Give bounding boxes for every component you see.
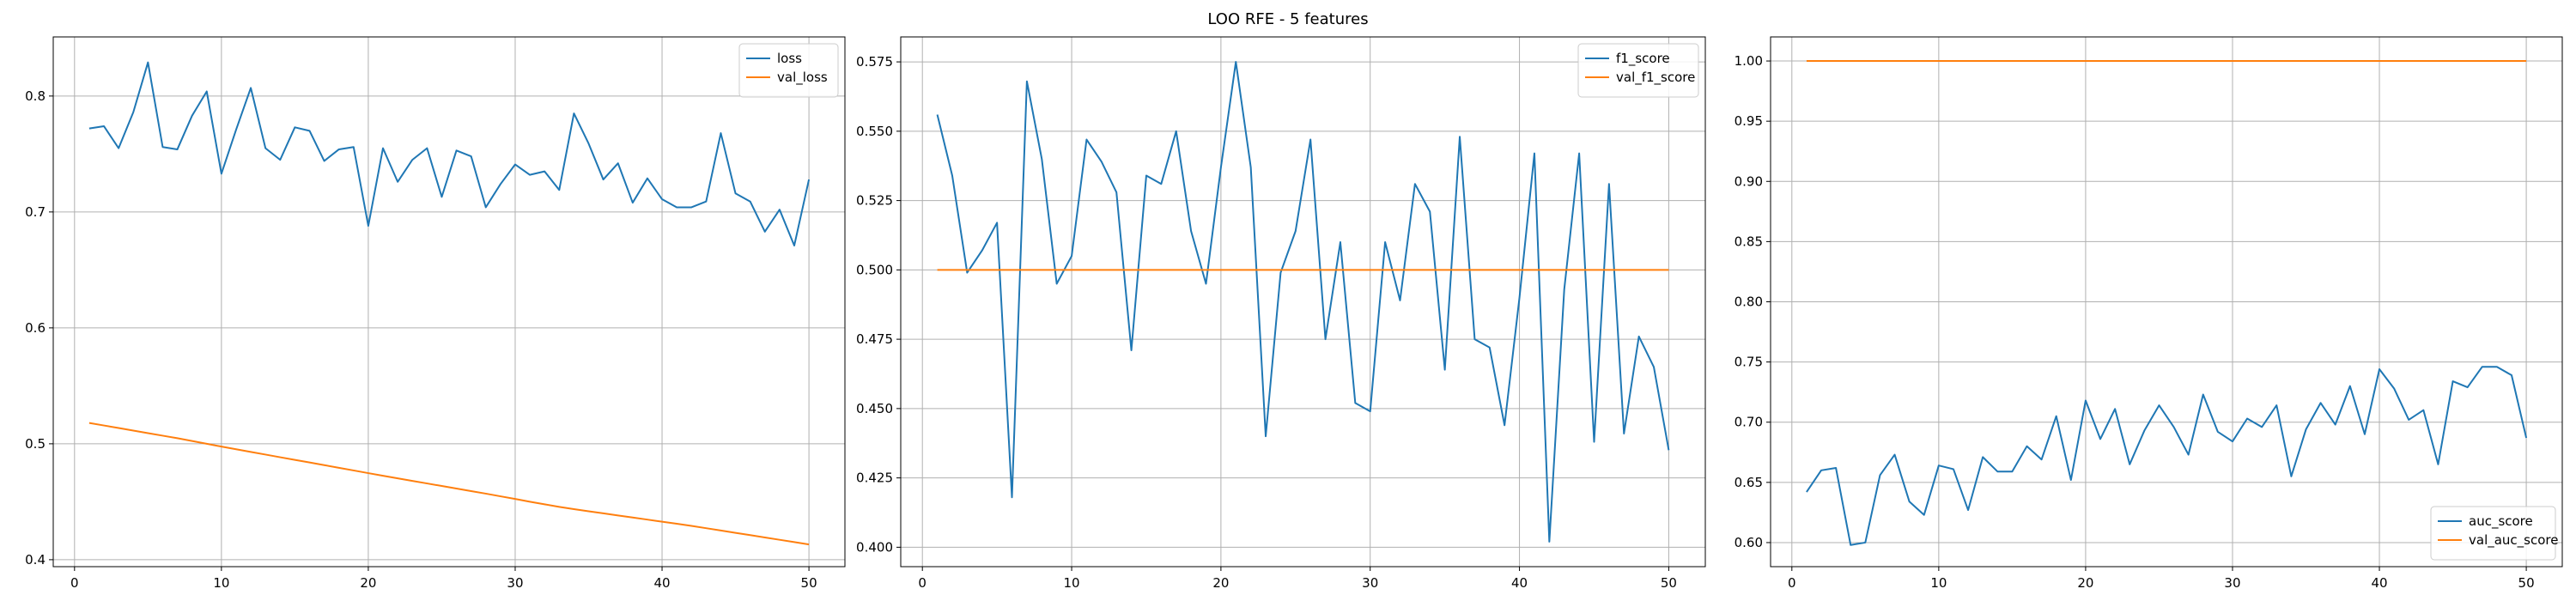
y-tick-label: 0.5 [25, 436, 46, 452]
y-tick-label: 0.400 [856, 539, 893, 555]
legend-label: val_loss [777, 70, 828, 86]
x-tick-label: 30 [507, 575, 523, 591]
legend-label: f1_score [1616, 51, 1670, 67]
series-line-val-loss [88, 422, 810, 546]
legend: auc_score val_auc_score [2430, 506, 2559, 561]
x-tick-label: 40 [2371, 575, 2387, 591]
legend: f1_score val_f1_score [1577, 43, 1699, 98]
y-tick-label: 0.575 [856, 54, 893, 70]
x-tick-label: 50 [2518, 575, 2535, 591]
legend-box [1577, 43, 1699, 98]
x-tick-label: 20 [360, 575, 376, 591]
y-tick-label: 0.95 [1735, 113, 1763, 129]
legend-box [738, 43, 839, 98]
y-tick-label: 0.475 [856, 331, 893, 347]
legend: loss val_loss [738, 43, 839, 98]
x-tick-label: 30 [1362, 575, 1378, 591]
x-tick-label: 40 [653, 575, 670, 591]
y-tick-label: 0.500 [856, 262, 893, 277]
y-tick-label: 0.80 [1735, 294, 1763, 310]
y-tick-label: 0.550 [856, 124, 893, 139]
y-tick-label: 1.00 [1735, 53, 1763, 69]
legend-label: loss [777, 51, 802, 66]
legend-label: val_auc_score [2469, 532, 2559, 549]
y-tick-label: 0.7 [25, 204, 46, 220]
legend-box [2430, 506, 2556, 561]
x-tick-label: 0 [70, 575, 79, 591]
x-tick-label: 50 [1661, 575, 1677, 591]
y-tick-label: 0.60 [1735, 535, 1763, 550]
subplot-2: 0 10 20 30 40 50 0.400 0.425 0.450 0.475 0.500 0.52… [856, 36, 1706, 591]
x-tick-label: 10 [213, 575, 229, 591]
x-tick-label: 40 [1511, 575, 1528, 591]
x-tick-label: 20 [2077, 575, 2093, 591]
y-tick-label: 0.425 [856, 470, 893, 486]
legend-label: val_f1_score [1616, 70, 1695, 86]
axes-frame [900, 36, 1706, 568]
series-line-auc-score [1806, 366, 2528, 546]
y-tick-label: 0.70 [1735, 415, 1763, 430]
x-tick-label: 10 [1064, 575, 1080, 591]
y-tick-label: 0.6 [25, 320, 46, 336]
series-line-f1-score [936, 61, 1670, 543]
subplot-panels: 0 10 20 30 40 50 0.4 0.5 0.6 0.7 0.8 loss val_loss 0 1… [25, 36, 2563, 591]
series-line-loss [88, 61, 811, 247]
x-tick-label: 20 [1212, 575, 1229, 591]
x-tick-label: 0 [918, 575, 927, 591]
y-tick-label: 0.8 [25, 88, 46, 104]
y-tick-label: 0.4 [25, 552, 46, 568]
axes-frame [52, 36, 846, 568]
y-tick-label: 0.75 [1735, 355, 1763, 370]
x-tick-label: 30 [2224, 575, 2240, 591]
x-tick-label: 10 [1930, 575, 1947, 591]
axes-frame [1770, 36, 2563, 568]
legend-label: auc_score [2469, 513, 2533, 530]
x-tick-label: 50 [801, 575, 817, 591]
x-tick-label: 0 [1788, 575, 1796, 591]
y-tick-label: 0.525 [856, 193, 893, 209]
y-tick-label: 0.450 [856, 401, 893, 416]
y-tick-label: 0.65 [1735, 475, 1763, 490]
y-tick-label: 0.85 [1735, 234, 1763, 249]
figure-title: LOO RFE - 5 features [1207, 10, 1368, 28]
subplot-3: 0 10 20 30 40 50 0.60 0.65 0.70 0.75 0.80 0.85 0.90 0… [1735, 36, 2563, 591]
subplot-1: 0 10 20 30 40 50 0.4 0.5 0.6 0.7 0.8 loss val_loss [25, 36, 846, 591]
y-tick-label: 0.90 [1735, 173, 1763, 189]
